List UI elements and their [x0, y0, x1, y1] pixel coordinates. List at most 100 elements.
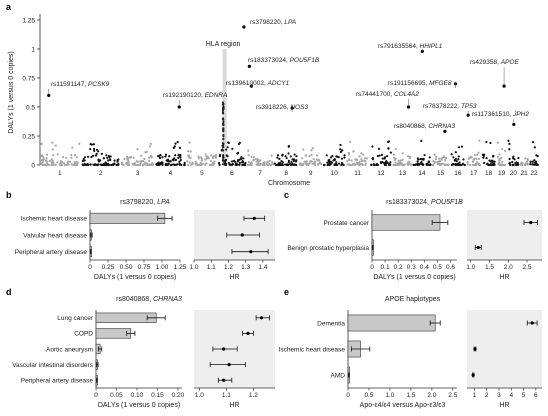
snp-point	[136, 160, 139, 163]
snp-point-hla	[222, 123, 225, 126]
panel-title-rsid: APOE haplotypes	[385, 296, 441, 303]
snp-point	[477, 151, 480, 154]
snp-point	[512, 163, 515, 166]
snp-point	[51, 141, 54, 144]
panel-title-rsid: rs183373024,	[386, 199, 431, 206]
x-tick-label: 0.10	[131, 392, 144, 399]
snp-point	[466, 160, 469, 164]
hr-x-tick-label: 1.4	[258, 264, 267, 271]
snp-point	[362, 159, 366, 162]
highlight-point-apoe	[502, 84, 506, 88]
snp-point	[252, 158, 255, 161]
x-tick-label: 1.25	[174, 264, 187, 271]
snp-point	[187, 163, 190, 167]
hr-x-tick-label: 1.5	[485, 264, 494, 271]
snp-point	[247, 154, 250, 157]
snp-point	[443, 163, 446, 167]
annotation-gene: COL4A2	[394, 91, 419, 98]
panel-label-c: c	[284, 190, 289, 200]
snp-point	[315, 154, 319, 157]
snp-point	[127, 163, 130, 167]
panel-c: c rs183373024, POU5F1B Prostate cancer Beni…	[284, 190, 542, 281]
snp-point	[54, 144, 57, 147]
snp-point	[457, 155, 460, 158]
snp-point	[45, 153, 49, 156]
hr-axis-title: HR	[229, 274, 239, 281]
hr-x-tick-label: 1.0	[195, 392, 204, 399]
snp-point	[489, 141, 492, 145]
snp-point-hla	[221, 163, 225, 166]
snp-point	[94, 154, 98, 157]
snp-point	[132, 156, 135, 159]
category-label: Prostate cancer	[323, 220, 369, 227]
panel-label-d: d	[6, 287, 12, 297]
snp-point	[176, 140, 179, 144]
chromosome-label: 12	[377, 170, 385, 177]
x-tick-label: 0.25	[102, 264, 115, 271]
x-axis-title: DALYs (1 versus 0 copies)	[373, 274, 455, 281]
snp-point	[168, 155, 171, 158]
snp-point	[458, 161, 461, 164]
snp-point	[50, 158, 53, 161]
snp-point-hla	[221, 149, 225, 152]
snp-point	[350, 159, 353, 162]
snp-point	[440, 158, 443, 161]
snp-point	[139, 162, 142, 165]
snp-point	[508, 142, 511, 145]
annotation-jph2: rs117361510, JPH2	[472, 111, 529, 118]
snp-point	[476, 153, 479, 156]
snp-point	[392, 156, 396, 159]
snp-point	[97, 163, 100, 166]
y-tick-label: 1	[31, 46, 35, 53]
snp-point	[348, 163, 351, 166]
snp-point	[210, 154, 213, 157]
hr-point	[473, 347, 477, 351]
snp-point	[472, 158, 475, 162]
snp-point	[74, 162, 77, 165]
category-label: Peripheral artery disease	[15, 249, 88, 256]
snp-point	[408, 156, 411, 160]
snp-point	[83, 156, 87, 159]
snp-point	[396, 162, 399, 165]
annotation-gene: LPA	[284, 19, 296, 26]
snp-point	[477, 157, 480, 161]
snp-point	[524, 162, 527, 165]
snp-point	[287, 159, 291, 162]
snp-point	[475, 157, 478, 160]
snp-point	[417, 158, 420, 161]
x-tick-label: 0	[370, 264, 374, 271]
annotation-pou5f1b: rs183373024, POU5F1B	[248, 57, 320, 64]
category-label: Dementia	[317, 320, 345, 327]
snp-point	[457, 158, 460, 161]
hr-x-tick-label: 1	[473, 392, 477, 399]
x-tick-label: 1.5	[406, 392, 415, 399]
snp-point	[337, 162, 341, 165]
snp-point	[238, 161, 241, 165]
snp-point	[117, 158, 120, 161]
snp-point	[194, 160, 197, 163]
snp-point	[83, 159, 86, 162]
snp-point	[454, 163, 458, 166]
snp-point	[177, 156, 180, 159]
snp-point	[178, 146, 182, 149]
hr-point	[246, 331, 250, 335]
chromosome-label: 19	[498, 170, 506, 177]
snp-point	[325, 154, 328, 157]
panel-title-gene: POU5F1B	[431, 199, 463, 206]
y-tick-label: 0	[31, 162, 35, 169]
snp-point	[289, 163, 292, 167]
snp-point	[381, 157, 384, 160]
snp-point	[389, 161, 392, 164]
snp-point	[451, 163, 455, 166]
snp-point	[360, 158, 363, 161]
snp-point	[371, 158, 374, 161]
snp-point	[385, 161, 389, 164]
snp-point	[352, 150, 355, 153]
y-tick-label: 1.25	[22, 17, 35, 24]
snp-point	[420, 160, 423, 164]
snp-point-hla	[221, 111, 225, 114]
hr-point	[227, 363, 231, 367]
snp-point	[328, 158, 331, 162]
annotation-rsid: rs139610002,	[226, 80, 268, 87]
snp-point	[75, 163, 78, 167]
